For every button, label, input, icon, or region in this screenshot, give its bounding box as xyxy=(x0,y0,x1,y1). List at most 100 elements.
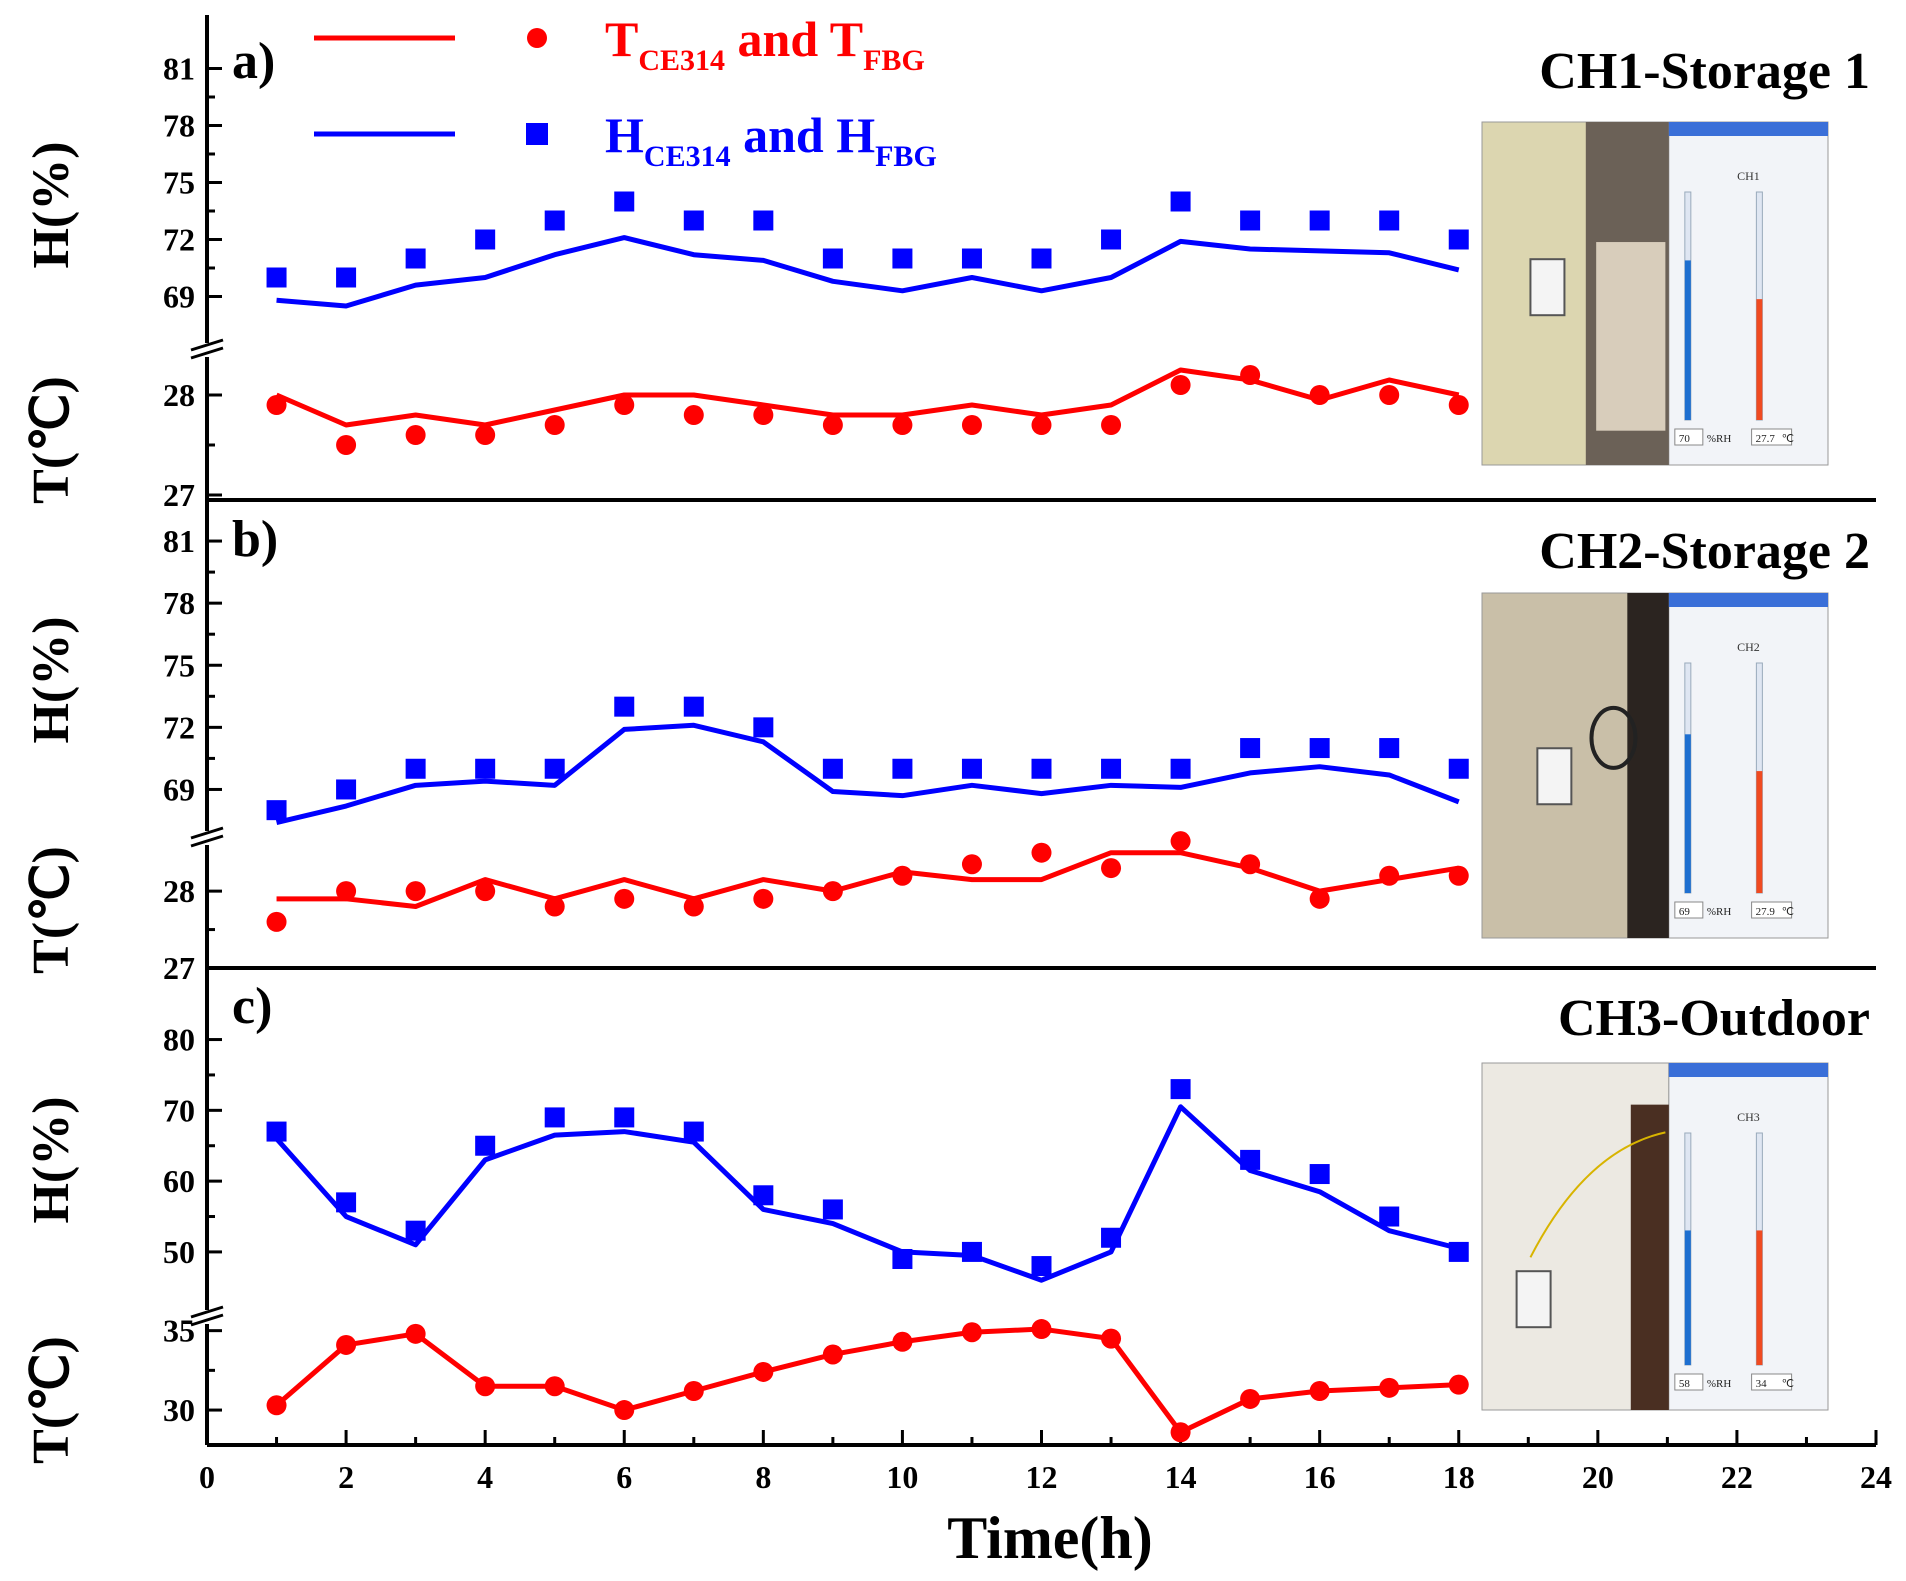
monitor-temp-value: 27.9 xyxy=(1756,906,1776,918)
humidity-fbg-point xyxy=(475,229,496,250)
monitor-title-bar xyxy=(1668,122,1828,136)
monitor-rh-value: 69 xyxy=(1679,906,1691,918)
humidity-fbg-point xyxy=(683,210,704,231)
temperature-fbg-point xyxy=(1379,1377,1400,1398)
temperature-fbg-point xyxy=(544,1376,565,1397)
humidity-fbg-point xyxy=(1309,738,1330,759)
monitor-humidity-level xyxy=(1684,1230,1691,1365)
storage-photo-inset: CH2 69 %RH 27.9 ℃ xyxy=(1481,592,1829,939)
monitor-rh-unit: %RH xyxy=(1707,433,1732,445)
temperature-ce314-line xyxy=(274,1326,1459,1435)
humidity-fbg-point xyxy=(544,210,565,231)
temperature-fbg-point xyxy=(475,425,496,445)
humidity-fbg-point xyxy=(822,1199,843,1220)
temperature-fbg-point xyxy=(961,854,982,875)
x-tick-label: 20 xyxy=(1582,1459,1614,1495)
temperature-fbg-point xyxy=(266,911,287,932)
temperature-fbg-point xyxy=(266,1395,287,1416)
temperature-fbg-point xyxy=(822,415,843,435)
humidity-axis-title: H(%) xyxy=(23,141,80,268)
temperature-tick-label: 35 xyxy=(163,1313,195,1349)
temperature-axis-title: T(℃) xyxy=(23,376,80,504)
monitor-rh-value: 58 xyxy=(1679,1378,1691,1390)
temperature-fbg-point xyxy=(1170,831,1191,852)
x-tick-label: 14 xyxy=(1165,1459,1197,1495)
axis-break-mark xyxy=(190,1313,224,1327)
monitor-humidity-level xyxy=(1684,734,1691,893)
photo-sensor-box xyxy=(1536,747,1573,806)
temperature-fbg-point xyxy=(336,435,357,455)
temperature-fbg-point xyxy=(892,865,913,886)
panel-3: 50 60 70 80 30 35 H(%) T(℃) c) CH3-Outdoor CH3 58 %R… xyxy=(23,978,1870,1464)
x-tick-label: 10 xyxy=(886,1459,918,1495)
monitor-temperature-level xyxy=(1756,771,1763,893)
humidity-fbg-point xyxy=(614,1107,635,1128)
temperature-fbg-point xyxy=(753,405,774,425)
temperature-fbg-point xyxy=(405,425,426,445)
temperature-fbg-point xyxy=(1240,854,1261,875)
humidity-fbg-point xyxy=(892,248,913,269)
legend: TCE314 and TFBG HCE314 and HFBG xyxy=(314,11,937,173)
humidity-tick-label: 69 xyxy=(163,279,195,315)
monitor-humidity-level xyxy=(1684,260,1691,420)
humidity-fbg-point xyxy=(1309,210,1330,231)
humidity-fbg-point xyxy=(1379,738,1400,759)
humidity-ce314-line xyxy=(276,235,1460,309)
x-axis-title: Time(h) xyxy=(947,1505,1153,1571)
temperature-fbg-point xyxy=(683,405,704,425)
temperature-tick-label: 27 xyxy=(163,950,195,986)
temperature-fbg-point xyxy=(892,1331,913,1352)
monitor-title-bar xyxy=(1668,593,1828,607)
humidity-tick-label: 50 xyxy=(163,1234,195,1270)
temperature-fbg-point xyxy=(1031,415,1052,435)
panel-title: CH2-Storage 2 xyxy=(1539,523,1870,580)
humidity-fbg-point xyxy=(1101,229,1122,250)
humidity-fbg-point xyxy=(1101,758,1122,779)
humidity-fbg-point xyxy=(1448,758,1469,779)
panel-label: a) xyxy=(232,33,275,90)
temperature-fbg-point xyxy=(1031,1319,1052,1340)
humidity-fbg-point xyxy=(683,696,704,717)
humidity-fbg-point xyxy=(405,758,426,779)
temperature-fbg-point xyxy=(1379,385,1400,405)
legend-humidity-label: HCE314 and HFBG xyxy=(605,107,937,173)
temperature-fbg-point xyxy=(1448,1374,1469,1395)
humidity-fbg-point xyxy=(1031,1256,1052,1277)
temperature-fbg-point xyxy=(1031,842,1052,863)
humidity-fbg-point xyxy=(336,1192,357,1213)
photo-storage-boxes xyxy=(1596,242,1666,431)
photo-sensor-box xyxy=(1515,1270,1552,1329)
monitor-rh-readout-box xyxy=(1674,1373,1704,1391)
temperature-fbg-point xyxy=(892,415,913,435)
temperature-tick-label: 30 xyxy=(163,1392,195,1428)
humidity-fbg-point xyxy=(1101,1227,1122,1248)
x-tick-label: 22 xyxy=(1721,1459,1753,1495)
humidity-axis-title: H(%) xyxy=(23,616,80,743)
temperature-fbg-point xyxy=(1240,1388,1261,1409)
humidity-fbg-point xyxy=(266,1121,287,1142)
x-tick-label: 8 xyxy=(755,1459,771,1495)
humidity-axis-title: H(%) xyxy=(23,1096,80,1223)
temperature-fbg-point xyxy=(336,881,357,902)
humidity-fbg-point xyxy=(1240,738,1261,759)
humidity-fbg-point xyxy=(961,1241,982,1262)
humidity-fbg-point xyxy=(1379,1206,1400,1227)
photo-fiber-coil xyxy=(1589,705,1638,770)
humidity-tick-label: 81 xyxy=(163,523,195,559)
axis-break-mark xyxy=(190,346,224,360)
temperature-fbg-point xyxy=(1448,865,1469,886)
humidity-fbg-point xyxy=(1309,1164,1330,1185)
temperature-axis-title: T(℃) xyxy=(23,1336,80,1464)
humidity-fbg-point xyxy=(544,1107,565,1128)
legend-temperature-label: TCE314 and TFBG xyxy=(605,11,925,77)
humidity-fbg-point xyxy=(1448,1241,1469,1262)
temperature-fbg-point xyxy=(614,395,635,415)
humidity-tick-label: 69 xyxy=(163,771,195,807)
monitor-rh-unit: %RH xyxy=(1707,906,1732,918)
temperature-fbg-point xyxy=(683,896,704,917)
humidity-fbg-point xyxy=(1240,1149,1261,1170)
temperature-fbg-point xyxy=(544,415,565,435)
panel-2: 69 72 75 78 81 27 28 H(%) T(℃) b) CH2-Storage 2 CH2… xyxy=(23,511,1870,986)
temperature-fbg-point xyxy=(753,888,774,909)
temperature-tick-label: 27 xyxy=(163,477,195,513)
